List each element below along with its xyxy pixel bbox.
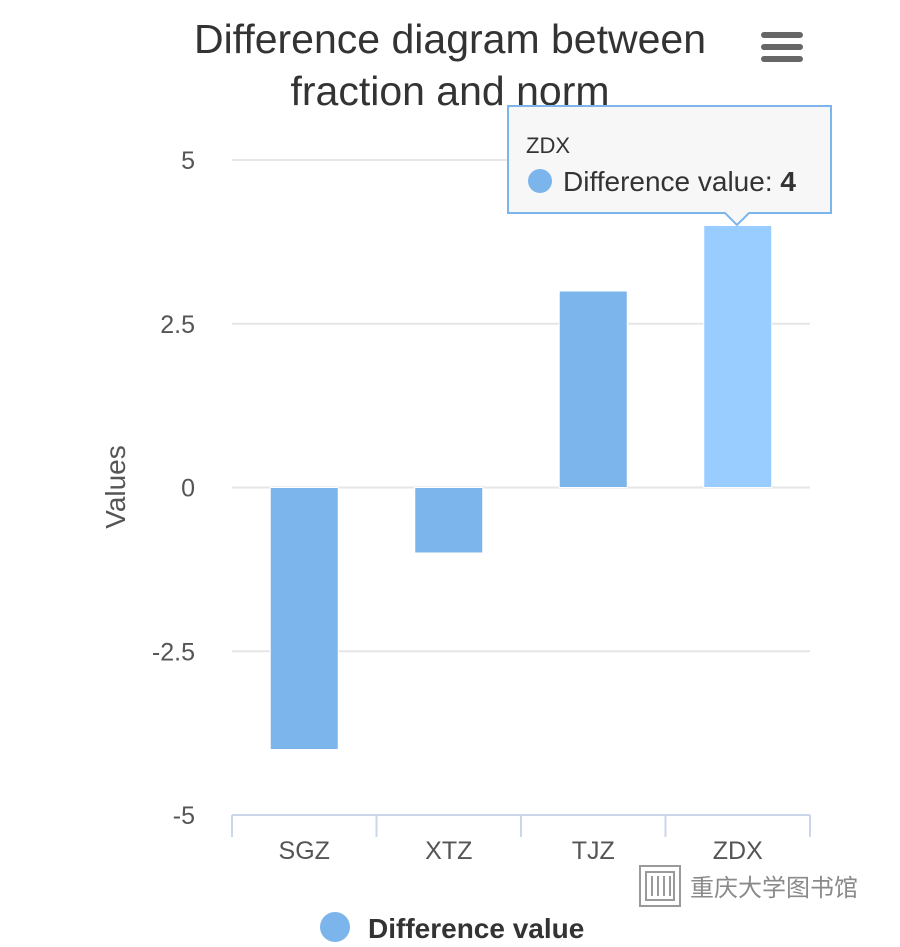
x-tick-label: XTZ (425, 837, 472, 865)
watermark: 重庆大学图书馆 (639, 865, 858, 907)
y-tick-label: -2.5 (152, 638, 195, 666)
hamburger-menu-icon[interactable] (760, 31, 804, 65)
watermark-text: 重庆大学图书馆 (690, 875, 858, 902)
y-tick-label: -5 (173, 802, 195, 830)
tooltip-header: ZDX (526, 133, 570, 158)
tooltip-series-marker (528, 169, 552, 193)
x-tick-label: TJZ (572, 837, 615, 865)
y-tick-label: 5 (181, 147, 195, 175)
bar-zdx[interactable] (703, 225, 773, 488)
tooltip-value: 4 (780, 166, 796, 197)
legend-marker[interactable] (320, 912, 350, 942)
tooltip-series-label: Difference value (563, 166, 765, 197)
bar-tjz[interactable] (558, 290, 628, 488)
bars (269, 225, 773, 750)
bar-xtz[interactable] (414, 487, 484, 554)
tooltip: ZDX Difference value: 4 (507, 105, 832, 227)
y-tick-label: 0 (181, 475, 195, 503)
y-axis-title: Values (100, 445, 131, 529)
y-axis-tick-labels: 5 2.5 0 -2.5 -5 (152, 147, 195, 830)
y-tick-label: 2.5 (160, 311, 195, 339)
library-logo-icon (639, 865, 681, 907)
legend[interactable]: Difference value (320, 912, 584, 944)
chart-title-line-1: Difference diagram between (194, 16, 706, 62)
x-axis: SGZ XTZ TJZ ZDX (231, 814, 811, 865)
bar-sgz[interactable] (269, 487, 339, 750)
tooltip-body: Difference value: 4 (563, 166, 796, 197)
x-tick-label: ZDX (713, 837, 763, 865)
x-tick-label: SGZ (279, 837, 330, 865)
legend-label[interactable]: Difference value (368, 913, 584, 944)
tooltip-separator: : (765, 166, 781, 197)
